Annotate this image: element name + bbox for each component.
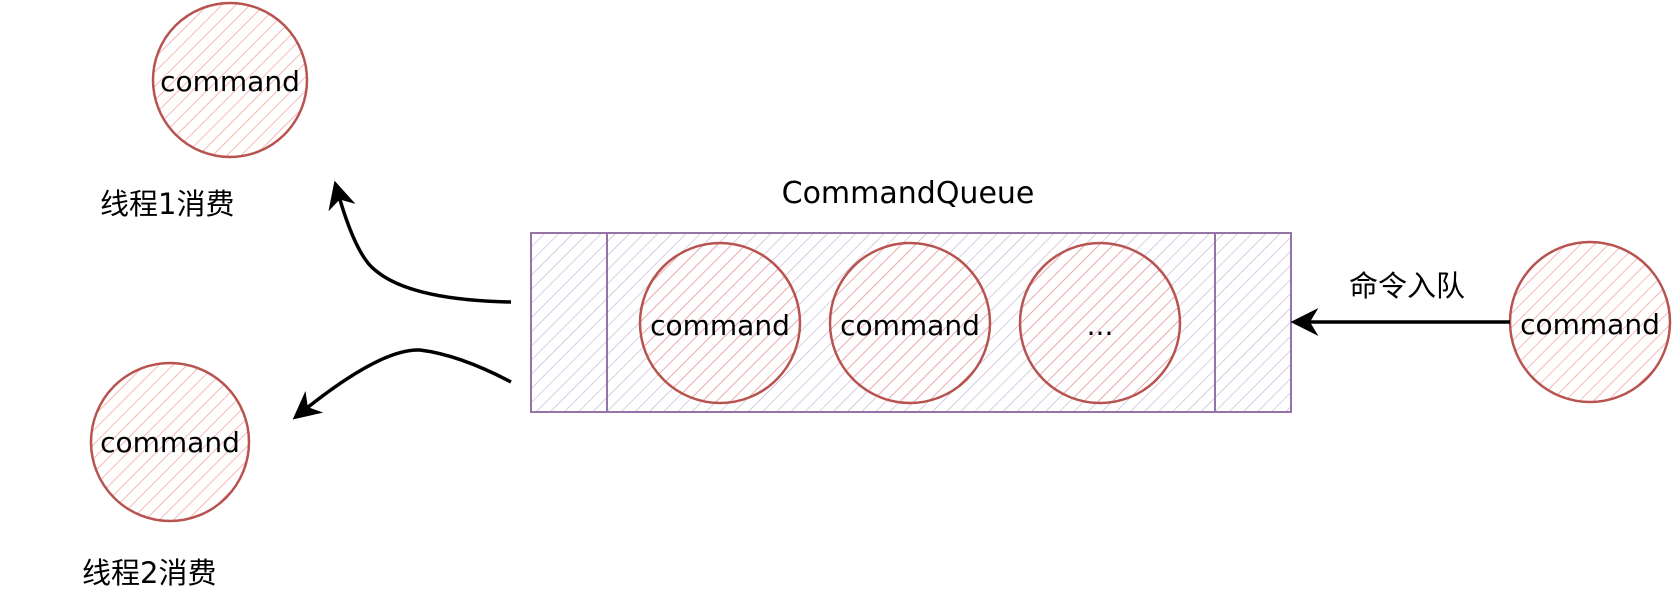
incoming-command-label: command	[1520, 308, 1660, 341]
consumer-1-command-circle	[151, 1, 309, 159]
consumer-1-thread-label: 线程1消费	[100, 187, 234, 221]
queue-item-3: ...	[1018, 241, 1182, 405]
queue-item-2-circle	[828, 241, 992, 405]
queue-item-3-circle	[1018, 241, 1182, 405]
queue-item-2-label: command	[840, 309, 980, 342]
queue-item-1-circle	[638, 241, 802, 405]
consumer-1-command-label: command	[160, 65, 300, 98]
queue-item-2: command	[828, 241, 992, 405]
queue-item-1-label: command	[650, 309, 790, 342]
consume-arrow-thread-2	[292, 348, 512, 420]
consumer-2-command-circle	[89, 361, 251, 523]
consumer-2: command 线程2消费	[82, 361, 251, 590]
consume-arrow-thread-1	[328, 180, 512, 304]
queue-title: CommandQueue	[782, 176, 1035, 211]
consumer-2-thread-label: 线程2消费	[82, 556, 216, 590]
queue-item-3-label: ...	[1087, 309, 1114, 342]
consumer-2-command-label: command	[100, 426, 240, 459]
command-queue: command command ...	[530, 232, 1292, 413]
consumer-1: command 线程1消费	[100, 1, 309, 221]
incoming-command: command	[1508, 240, 1672, 404]
enqueue-label: 命令入队	[1349, 269, 1465, 303]
queue-item-1: command	[638, 241, 802, 405]
